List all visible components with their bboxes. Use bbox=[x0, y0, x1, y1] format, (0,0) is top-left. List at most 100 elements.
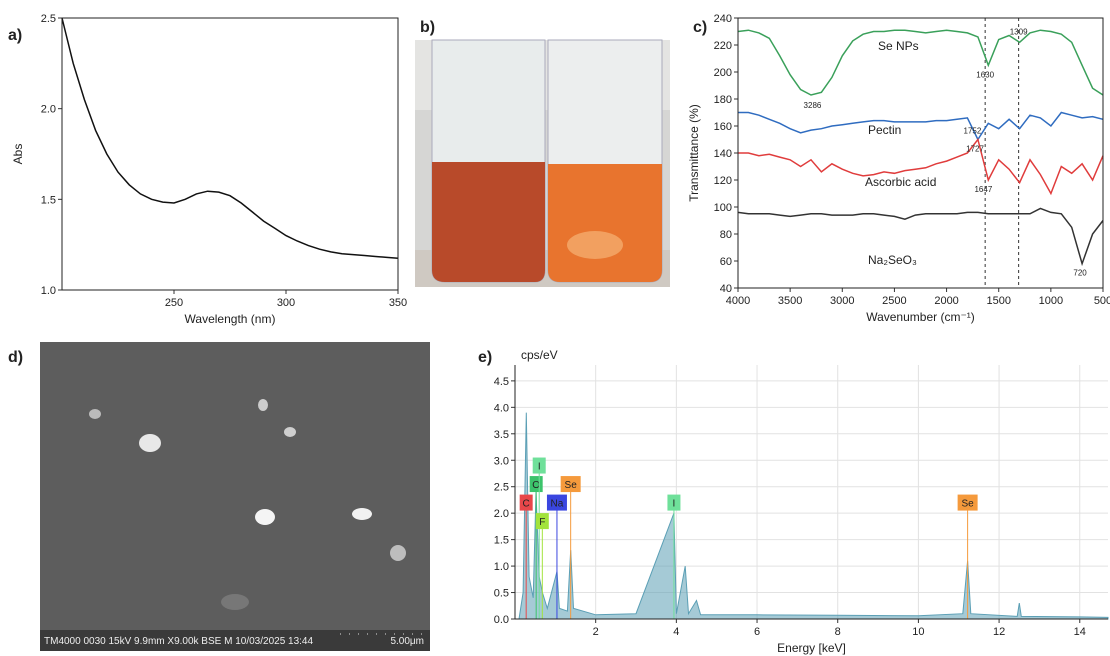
x-tick-label: 500 bbox=[1094, 295, 1110, 307]
element-label: O bbox=[532, 480, 540, 491]
element-tag bbox=[546, 494, 567, 511]
y-tick-label: 60 bbox=[720, 256, 732, 268]
particle bbox=[89, 409, 101, 419]
y-tick-label: 2.0 bbox=[41, 104, 56, 116]
x-tick-label: 14 bbox=[1074, 626, 1086, 638]
y-axis-label: cps/eV bbox=[521, 348, 558, 362]
series-line bbox=[738, 137, 1104, 196]
x-tick-label: 250 bbox=[165, 297, 183, 309]
x-tick-label: 4 bbox=[673, 626, 679, 638]
y-tick-label: 1.0 bbox=[41, 285, 56, 297]
y-tick-label: 140 bbox=[714, 148, 732, 160]
peak-label: 1727 bbox=[966, 145, 984, 154]
y-tick-label: 1.5 bbox=[494, 535, 509, 547]
peak-label: 1309 bbox=[1010, 27, 1028, 36]
x-tick-label: 2 bbox=[593, 626, 599, 638]
y-tick-label: 40 bbox=[720, 283, 732, 295]
x-tick-label: 2000 bbox=[934, 295, 958, 307]
y-tick-label: 220 bbox=[714, 40, 732, 52]
particle bbox=[139, 434, 161, 452]
precipitate bbox=[567, 231, 623, 259]
series-line bbox=[737, 29, 1104, 96]
particle bbox=[221, 594, 249, 610]
x-tick-label: 3500 bbox=[778, 295, 802, 307]
y-tick-label: 100 bbox=[714, 202, 732, 214]
particle bbox=[352, 508, 372, 520]
y-tick-label: 240 bbox=[714, 13, 732, 25]
x-tick-label: 350 bbox=[389, 297, 407, 309]
panel-label: e) bbox=[478, 349, 492, 366]
y-tick-label: 1.0 bbox=[494, 561, 509, 573]
element-tag bbox=[957, 494, 978, 511]
element-tag bbox=[535, 513, 549, 530]
element-tag bbox=[667, 494, 681, 511]
y-tick-label: 120 bbox=[714, 175, 732, 187]
y-tick-label: 1.5 bbox=[41, 194, 56, 206]
series-line bbox=[738, 111, 1104, 142]
y-tick-label: 2.0 bbox=[494, 508, 509, 520]
sem-image: TM4000 0030 15kV 9.9mm X9.00k BSE M 10/0… bbox=[40, 342, 430, 651]
x-axis-label: Wavenumber (cm⁻¹) bbox=[866, 310, 975, 324]
y-tick-label: 4.5 bbox=[494, 376, 509, 388]
peak-label: 720 bbox=[1073, 269, 1087, 278]
series-line bbox=[737, 207, 1104, 267]
particle bbox=[258, 399, 268, 411]
x-tick-label: 1500 bbox=[986, 295, 1010, 307]
element-tag bbox=[532, 457, 546, 474]
x-axis-label: Energy [keV] bbox=[777, 641, 846, 655]
element-tag bbox=[560, 476, 581, 493]
series-label: Ascorbic acid bbox=[865, 175, 936, 189]
x-tick-label: 300 bbox=[277, 297, 295, 309]
y-tick-label: 0.0 bbox=[494, 614, 509, 626]
y-tick-label: 80 bbox=[720, 229, 732, 241]
y-axis-label: Transmittance (%) bbox=[687, 104, 701, 202]
element-tag bbox=[519, 494, 533, 511]
y-tick-label: 0.5 bbox=[494, 588, 509, 600]
peak-label: 1630 bbox=[976, 70, 994, 79]
particle bbox=[255, 509, 275, 525]
x-tick-label: 10 bbox=[912, 626, 924, 638]
y-tick-label: 2.5 bbox=[494, 482, 509, 494]
series-label: Pectin bbox=[868, 123, 901, 137]
liquid bbox=[548, 164, 662, 282]
y-tick-label: 2.5 bbox=[41, 13, 56, 25]
element-label: I bbox=[538, 462, 541, 473]
y-tick-label: 200 bbox=[714, 67, 732, 79]
series-label: Na₂SeO₃ bbox=[868, 253, 917, 267]
liquid bbox=[432, 162, 545, 282]
panel-label: b) bbox=[420, 19, 435, 36]
particle bbox=[390, 545, 406, 561]
photo-vials bbox=[415, 39, 670, 287]
y-tick-label: 3.0 bbox=[494, 455, 509, 467]
x-tick-label: 6 bbox=[754, 626, 760, 638]
particle bbox=[284, 427, 296, 437]
scale-bar-label: 5.00μm bbox=[390, 636, 424, 647]
plot-frame bbox=[737, 17, 1104, 289]
caption-bar bbox=[40, 630, 430, 651]
y-tick-label: 180 bbox=[714, 94, 732, 106]
element-label: Na bbox=[551, 499, 564, 510]
plot-frame bbox=[61, 17, 399, 291]
panel-label: a) bbox=[8, 27, 22, 44]
spectrum-area bbox=[518, 412, 1109, 620]
sem-caption: TM4000 0030 15kV 9.9mm X9.00k BSE M 10/0… bbox=[44, 636, 313, 647]
x-tick-label: 8 bbox=[835, 626, 841, 638]
x-tick-label: 2500 bbox=[882, 295, 906, 307]
y-axis-label: Abs bbox=[11, 144, 25, 165]
element-label: I bbox=[673, 499, 676, 510]
series-label: Se NPs bbox=[878, 39, 919, 53]
panel-label: d) bbox=[8, 349, 23, 366]
x-tick-label: 3000 bbox=[830, 295, 854, 307]
x-axis-label: Wavelength (nm) bbox=[185, 312, 276, 326]
x-tick-label: 4000 bbox=[726, 295, 750, 307]
series-line bbox=[61, 17, 399, 260]
peak-label: 3286 bbox=[804, 101, 822, 110]
panel-label: c) bbox=[693, 19, 707, 36]
element-label: F bbox=[539, 517, 545, 528]
y-tick-label: 4.0 bbox=[494, 402, 509, 414]
x-tick-label: 1000 bbox=[1039, 295, 1063, 307]
y-tick-label: 3.5 bbox=[494, 429, 509, 441]
element-label: Se bbox=[565, 480, 578, 491]
x-tick-label: 12 bbox=[993, 626, 1005, 638]
